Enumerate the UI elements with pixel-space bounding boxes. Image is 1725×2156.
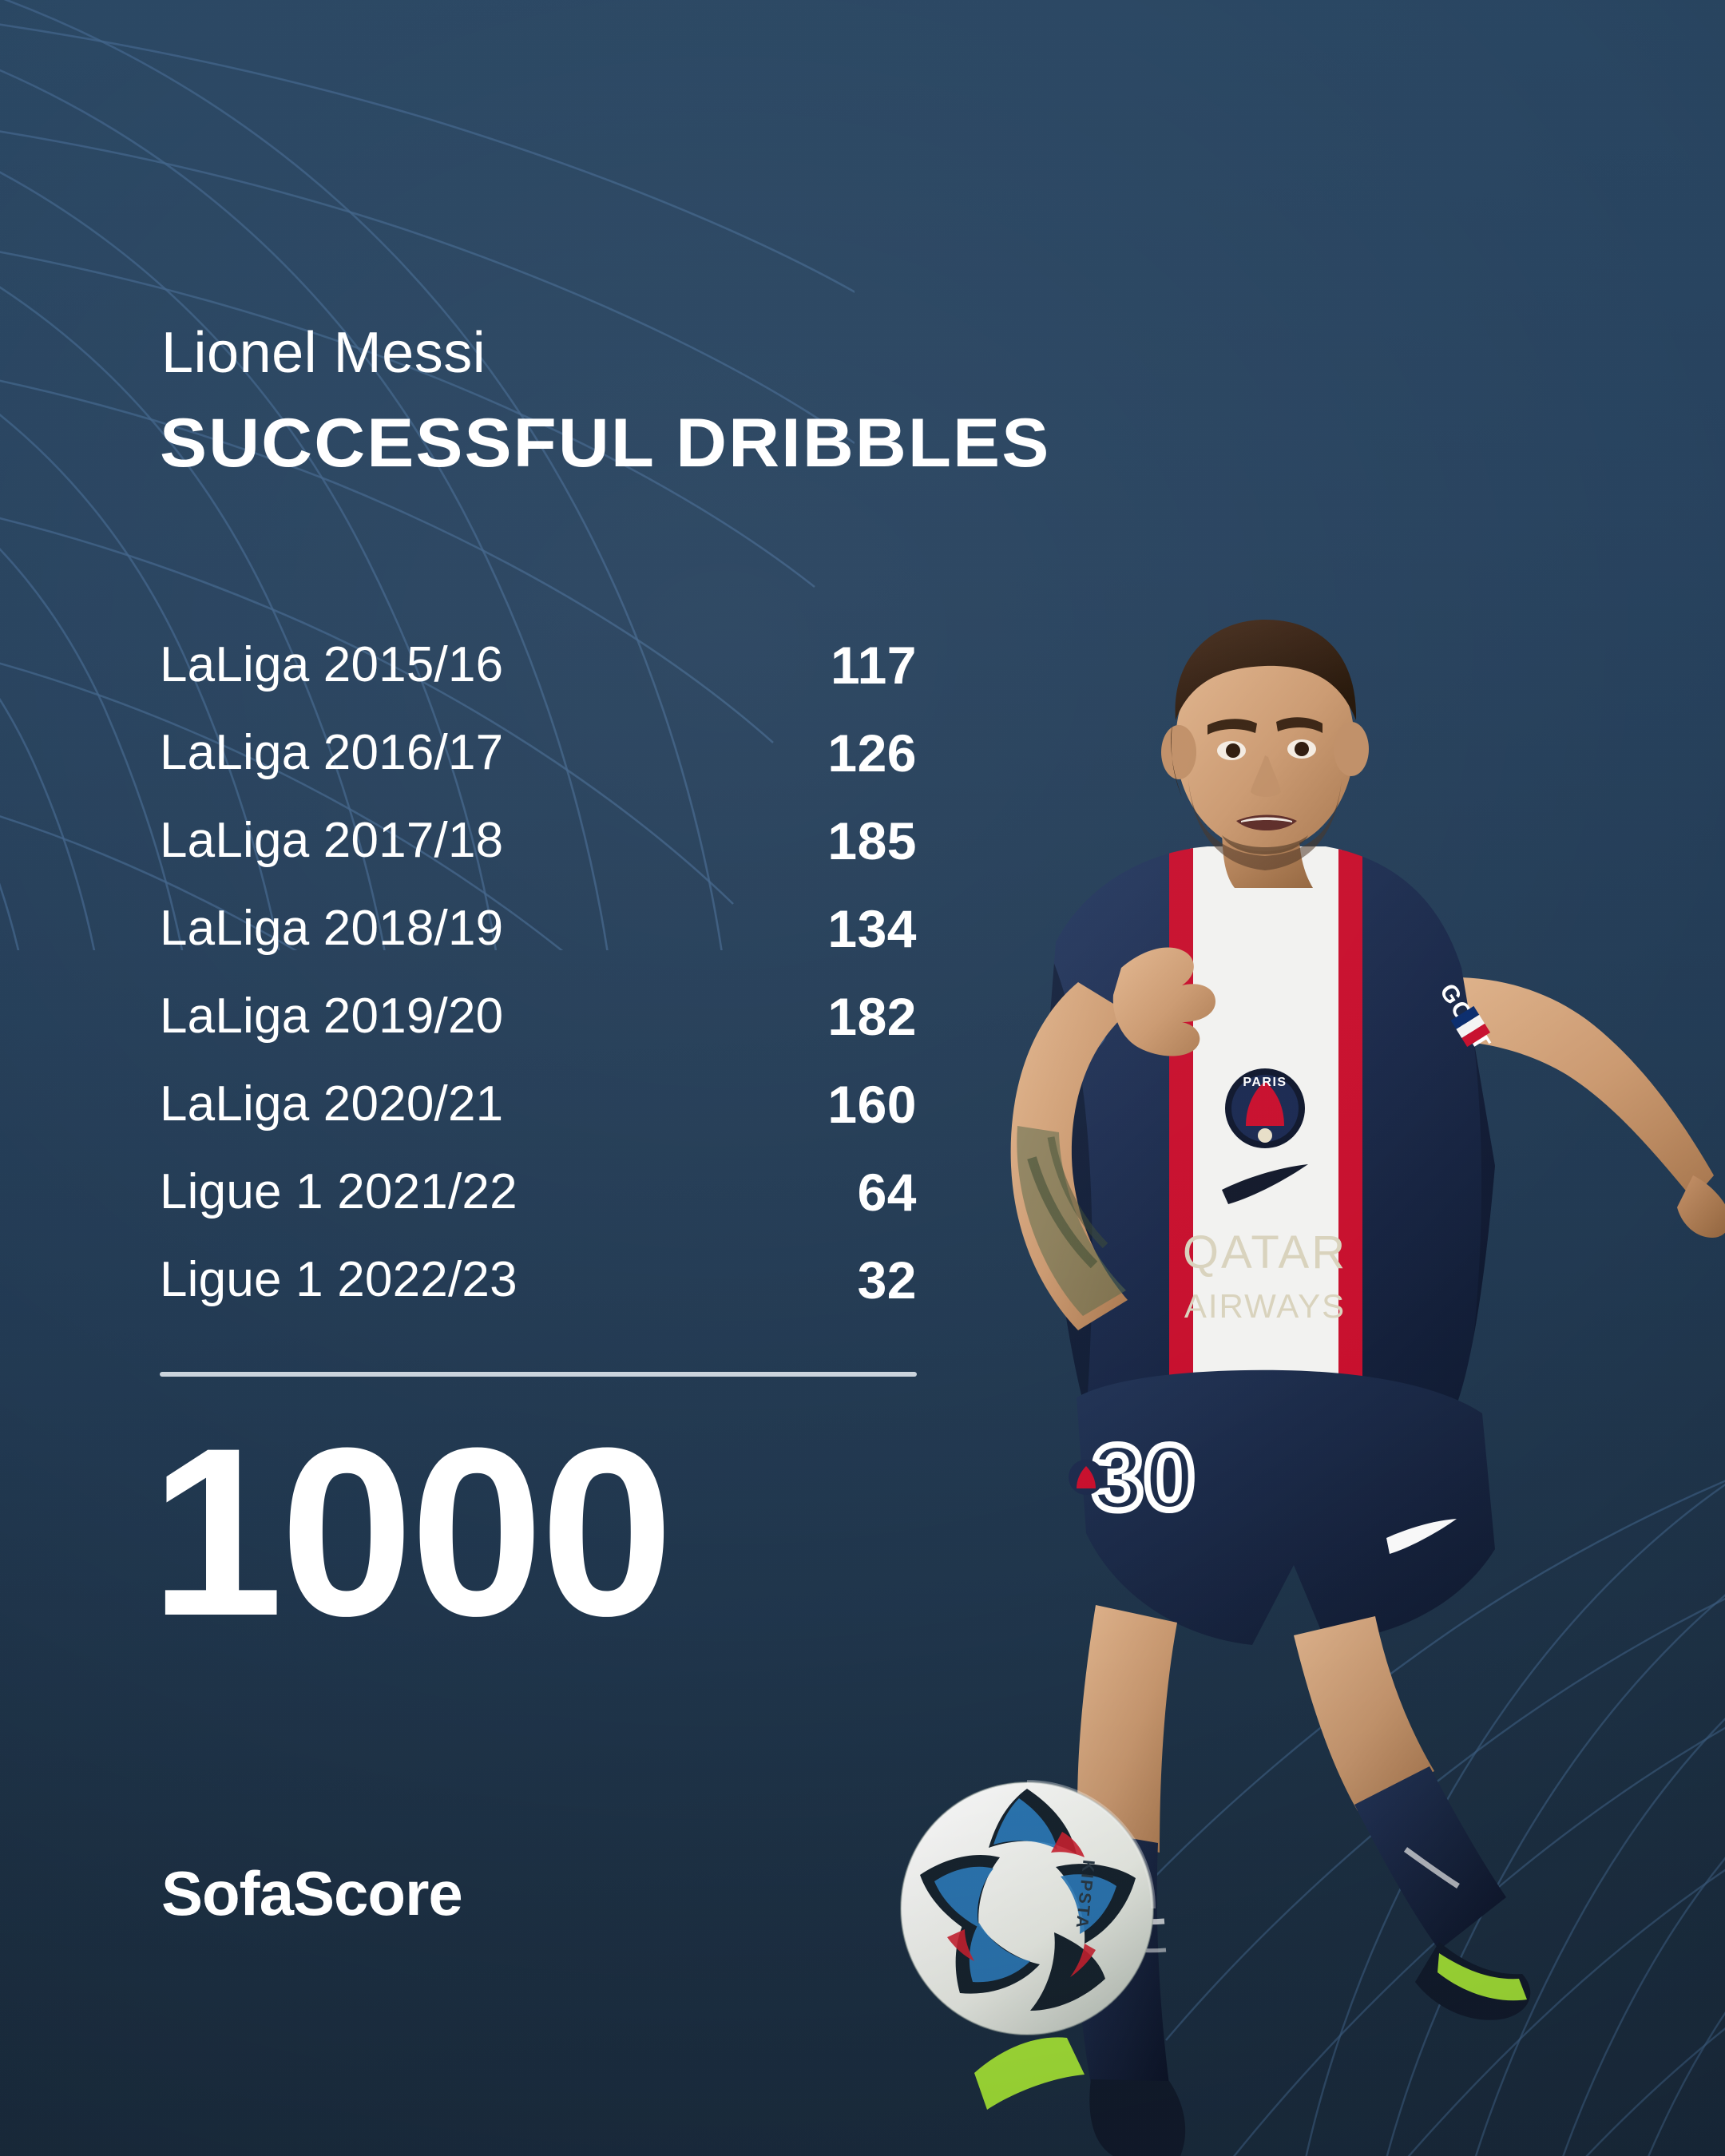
- player-name: Lionel Messi: [161, 321, 486, 385]
- list-item: LaLiga 2018/19 134: [160, 885, 917, 973]
- player-shorts: 30: [1069, 1369, 1495, 1645]
- stat-label: LaLiga 2020/21: [160, 1076, 504, 1132]
- total-divider: [160, 1372, 917, 1377]
- stat-value: 134: [827, 899, 917, 958]
- sleeve-badge: GOAT: [1434, 979, 1496, 1056]
- svg-text:AIRWAYS: AIRWAYS: [1184, 1287, 1346, 1325]
- player-right-hand: [1677, 1175, 1725, 1238]
- list-item: Ligue 1 2022/23 32: [160, 1236, 917, 1324]
- page-title: SUCCESSFUL DRIBBLES: [160, 405, 1051, 482]
- stat-label: Ligue 1 2022/23: [160, 1252, 518, 1307]
- player-shirt: PARIS QATAR AIRWAYS GOAT: [1045, 846, 1496, 1413]
- svg-text:QATAR: QATAR: [1183, 1227, 1347, 1278]
- stat-value: 117: [831, 636, 917, 695]
- player-head: [1161, 620, 1369, 870]
- player-photo: PARIS QATAR AIRWAYS GOAT: [847, 607, 1725, 2156]
- player-left-arm: [1010, 947, 1215, 1330]
- list-item: LaLiga 2016/17 126: [160, 709, 917, 797]
- player-neck: [1222, 821, 1313, 888]
- sleeve-league-badge: [1065, 1009, 1107, 1051]
- stat-value: 126: [827, 723, 917, 783]
- mesh-grid-decoration-bottom-right: [1038, 1453, 1725, 2156]
- stat-label: LaLiga 2015/16: [160, 637, 504, 692]
- ball-brand-text: KIPSTA: [1072, 1859, 1097, 1930]
- stat-label: LaLiga 2019/20: [160, 989, 504, 1044]
- stat-label: LaLiga 2017/18: [160, 813, 504, 868]
- stat-value: 185: [827, 811, 917, 870]
- stats-list: LaLiga 2015/16 117 LaLiga 2016/17 126 La…: [160, 621, 917, 1324]
- ball-body: [901, 1782, 1153, 2035]
- football: KIPSTA: [900, 1780, 1156, 2035]
- shorts-number: 30: [1092, 1425, 1195, 1529]
- player-legs: [1073, 1605, 1506, 2084]
- brand-logo: SofaScore: [161, 1858, 463, 1928]
- list-item: LaLiga 2017/18 185: [160, 797, 917, 885]
- stat-value: 182: [827, 987, 917, 1046]
- stat-value: 160: [827, 1075, 917, 1134]
- total-value: 1000: [150, 1397, 673, 1666]
- list-item: LaLiga 2019/20 182: [160, 973, 917, 1060]
- player-right-arm: [1398, 977, 1714, 1199]
- svg-text:GOAT: GOAT: [1434, 979, 1496, 1056]
- svg-text:PARIS: PARIS: [1243, 1076, 1287, 1089]
- stat-label: LaLiga 2018/19: [160, 901, 504, 956]
- stat-label: LaLiga 2016/17: [160, 725, 504, 780]
- stat-value: 64: [857, 1163, 917, 1222]
- list-item: Ligue 1 2021/22 64: [160, 1148, 917, 1236]
- list-item: LaLiga 2020/21 160: [160, 1060, 917, 1148]
- list-item: LaLiga 2015/16 117: [160, 621, 917, 709]
- player-boots: [974, 1942, 1531, 2156]
- stat-label: Ligue 1 2021/22: [160, 1164, 518, 1219]
- stat-value: 32: [857, 1250, 917, 1310]
